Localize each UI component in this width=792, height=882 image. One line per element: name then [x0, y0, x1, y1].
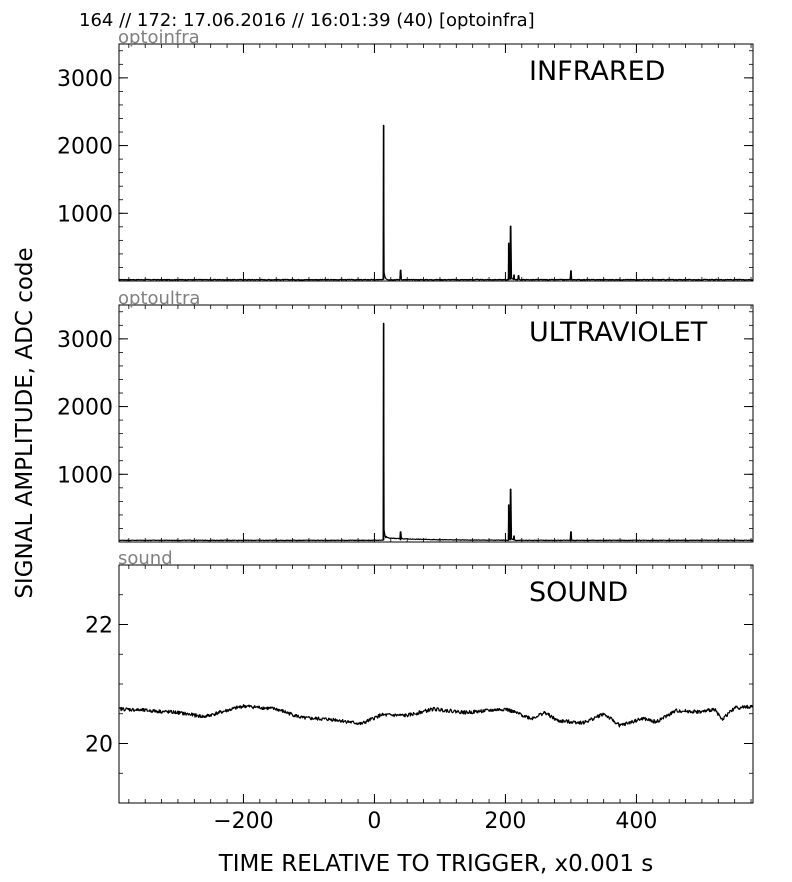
y-tick-label: 1000 [57, 202, 113, 227]
plot-frame [118, 564, 754, 804]
x-tick-label: 0 [367, 809, 381, 834]
panel-label: INFRARED [529, 56, 665, 87]
panel-label: SOUND [529, 577, 628, 608]
panel-sound: −200 0 200 400 20 22 sound SOUND [85, 548, 754, 834]
signal-trace-sound [118, 703, 754, 728]
y-tick-label: 3000 [57, 328, 113, 353]
y-tick-label: 2000 [57, 135, 113, 160]
panel-label: ULTRAVIOLET [529, 317, 708, 348]
signal-trace-ultraviolet [118, 322, 753, 542]
channel-label: optoinfra [118, 27, 200, 48]
plot-frame [118, 43, 754, 282]
x-tick-label: −200 [213, 809, 273, 834]
channel-label: optoultra [118, 288, 200, 309]
channel-label: sound [118, 548, 173, 569]
y-tick-label: 2000 [57, 396, 113, 421]
x-tick-label: 400 [615, 809, 657, 834]
y-tick-label: 22 [85, 614, 113, 639]
panels-group: 100020003000optoinfraINFRARED10002000300… [57, 27, 754, 834]
y-tick-label: 3000 [57, 67, 113, 92]
y-axis-label: SIGNAL AMPLITUDE, ADC code [12, 247, 38, 598]
y-tick-label: 20 [85, 733, 113, 758]
signal-trace-infrared [118, 124, 753, 281]
figure-title: 164 // 172: 17.06.2016 // 16:01:39 (40) … [79, 10, 535, 31]
x-tick-label: 200 [484, 809, 526, 834]
y-tick-label: 1000 [57, 463, 113, 488]
x-axis-label: TIME RELATIVE TO TRIGGER, x0.001 s [218, 851, 654, 877]
plot-frame [118, 304, 754, 543]
